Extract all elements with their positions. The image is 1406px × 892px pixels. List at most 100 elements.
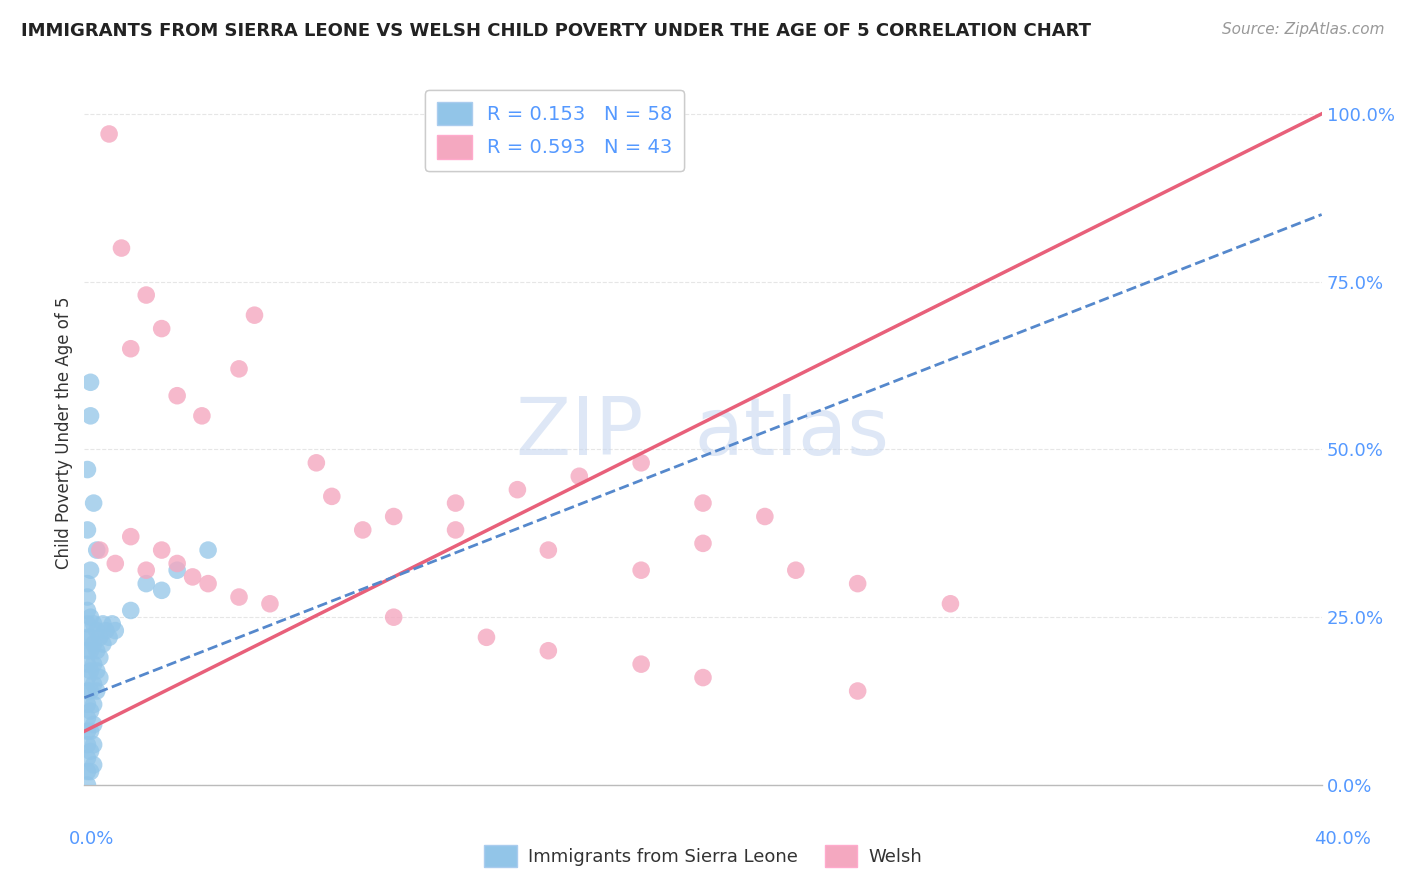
Point bbox=[83, 738, 105, 752]
Point bbox=[197, 543, 219, 558]
Legend: Immigrants from Sierra Leone, Welsh: Immigrants from Sierra Leone, Welsh bbox=[477, 838, 929, 874]
Point bbox=[197, 576, 219, 591]
Point bbox=[76, 630, 98, 644]
Point bbox=[754, 509, 776, 524]
Point bbox=[76, 644, 98, 658]
Point bbox=[79, 744, 101, 758]
Point bbox=[79, 376, 101, 390]
Point bbox=[939, 597, 962, 611]
Text: Source: ZipAtlas.com: Source: ZipAtlas.com bbox=[1222, 22, 1385, 37]
Point bbox=[475, 630, 498, 644]
Point bbox=[150, 583, 173, 598]
Point bbox=[630, 563, 652, 577]
Point bbox=[76, 764, 98, 779]
Point bbox=[382, 509, 405, 524]
Point bbox=[228, 362, 250, 376]
Point bbox=[135, 563, 157, 577]
Point bbox=[630, 456, 652, 470]
Point bbox=[89, 671, 111, 685]
Point bbox=[76, 778, 98, 792]
Point bbox=[76, 616, 98, 631]
Point bbox=[101, 616, 124, 631]
Point bbox=[79, 644, 101, 658]
Point bbox=[191, 409, 214, 423]
Point bbox=[76, 657, 98, 672]
Point bbox=[83, 717, 105, 731]
Point bbox=[104, 624, 127, 638]
Point bbox=[86, 543, 108, 558]
Point bbox=[76, 751, 98, 765]
Point bbox=[76, 462, 98, 476]
Point bbox=[98, 630, 121, 644]
Point bbox=[94, 624, 117, 638]
Text: ZIP  atlas: ZIP atlas bbox=[516, 393, 890, 472]
Point bbox=[83, 616, 105, 631]
Point bbox=[89, 543, 111, 558]
Point bbox=[76, 576, 98, 591]
Point bbox=[630, 657, 652, 672]
Point bbox=[537, 543, 560, 558]
Point bbox=[120, 603, 142, 617]
Point bbox=[89, 650, 111, 665]
Point bbox=[86, 624, 108, 638]
Point bbox=[785, 563, 807, 577]
Point bbox=[846, 576, 869, 591]
Point bbox=[150, 321, 173, 335]
Point bbox=[76, 603, 98, 617]
Point bbox=[79, 630, 101, 644]
Point bbox=[104, 557, 127, 571]
Point bbox=[120, 342, 142, 356]
Point bbox=[79, 764, 101, 779]
Point bbox=[83, 698, 105, 712]
Point bbox=[228, 590, 250, 604]
Text: 40.0%: 40.0% bbox=[1315, 830, 1371, 847]
Point bbox=[692, 671, 714, 685]
Point bbox=[243, 308, 266, 322]
Point bbox=[86, 644, 108, 658]
Point bbox=[259, 597, 281, 611]
Point bbox=[76, 724, 98, 739]
Point bbox=[537, 644, 560, 658]
Point bbox=[76, 738, 98, 752]
Point bbox=[83, 757, 105, 772]
Point bbox=[76, 698, 98, 712]
Point bbox=[76, 671, 98, 685]
Point bbox=[86, 664, 108, 678]
Text: 0.0%: 0.0% bbox=[69, 830, 114, 847]
Point bbox=[568, 469, 591, 483]
Point bbox=[382, 610, 405, 624]
Point bbox=[76, 590, 98, 604]
Point bbox=[305, 456, 328, 470]
Point bbox=[110, 241, 132, 255]
Point bbox=[166, 563, 188, 577]
Point bbox=[181, 570, 204, 584]
Point bbox=[692, 536, 714, 550]
Point bbox=[79, 610, 101, 624]
Point bbox=[91, 637, 114, 651]
Point bbox=[135, 576, 157, 591]
Point bbox=[83, 657, 105, 672]
Point bbox=[76, 684, 98, 698]
Point bbox=[83, 496, 105, 510]
Point bbox=[79, 704, 101, 718]
Point bbox=[76, 711, 98, 725]
Point bbox=[79, 684, 101, 698]
Y-axis label: Child Poverty Under the Age of 5: Child Poverty Under the Age of 5 bbox=[55, 296, 73, 569]
Point bbox=[79, 563, 101, 577]
Point bbox=[86, 684, 108, 698]
Point bbox=[98, 127, 121, 141]
Point bbox=[506, 483, 529, 497]
Point bbox=[76, 523, 98, 537]
Point bbox=[444, 523, 467, 537]
Point bbox=[135, 288, 157, 302]
Point bbox=[120, 530, 142, 544]
Point bbox=[166, 389, 188, 403]
Text: IMMIGRANTS FROM SIERRA LEONE VS WELSH CHILD POVERTY UNDER THE AGE OF 5 CORRELATI: IMMIGRANTS FROM SIERRA LEONE VS WELSH CH… bbox=[21, 22, 1091, 40]
Point bbox=[166, 557, 188, 571]
Legend: R = 0.153   N = 58, R = 0.593   N = 43: R = 0.153 N = 58, R = 0.593 N = 43 bbox=[425, 90, 685, 170]
Point bbox=[83, 637, 105, 651]
Point bbox=[91, 616, 114, 631]
Point bbox=[444, 496, 467, 510]
Point bbox=[352, 523, 374, 537]
Point bbox=[79, 724, 101, 739]
